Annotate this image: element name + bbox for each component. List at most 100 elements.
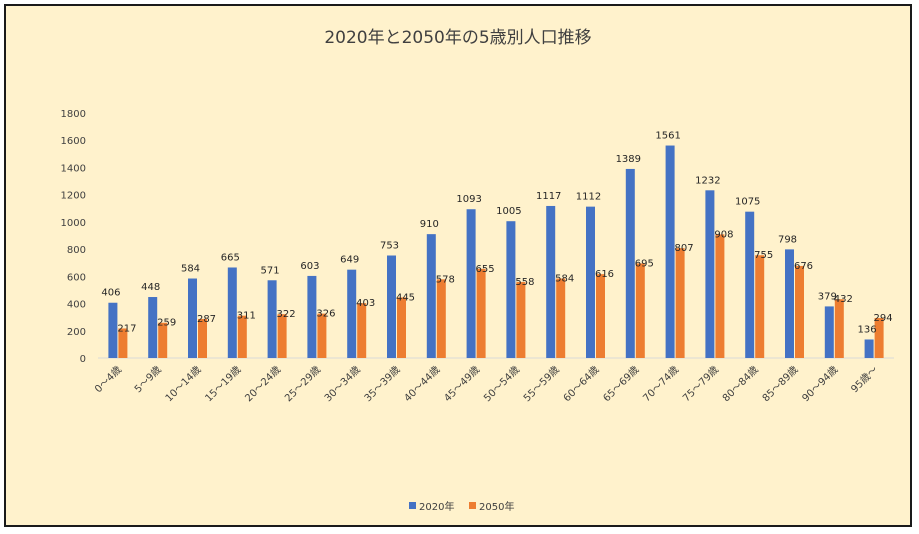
data-label: 1093 xyxy=(456,194,481,205)
legend-swatch-2020 xyxy=(409,502,416,509)
data-label: 403 xyxy=(356,298,375,309)
data-label: 753 xyxy=(380,241,399,252)
bar-2020 xyxy=(387,255,396,358)
x-tick-label: 90～94歳 xyxy=(800,364,841,405)
data-label: 695 xyxy=(635,258,654,269)
legend-label: 2020年 xyxy=(419,500,454,513)
data-label: 578 xyxy=(436,274,455,285)
data-label: 616 xyxy=(595,269,614,280)
x-tick-label: 75～79歳 xyxy=(680,364,721,405)
data-label: 910 xyxy=(420,219,439,230)
bar-2050 xyxy=(715,234,725,358)
x-tick-label: 10～14歳 xyxy=(163,364,204,405)
bar-2020 xyxy=(546,205,556,358)
y-tick-label: 400 xyxy=(67,300,86,311)
x-tick-label: 20～24歳 xyxy=(243,364,284,405)
data-label: 1117 xyxy=(536,191,561,202)
data-label: 432 xyxy=(834,294,853,305)
y-tick-label: 800 xyxy=(67,245,86,256)
x-tick-label: 5～9歳 xyxy=(132,364,164,396)
data-label: 807 xyxy=(675,243,694,254)
data-label: 584 xyxy=(181,264,200,275)
data-label: 1232 xyxy=(695,175,720,186)
bar-2050 xyxy=(755,255,765,358)
bar-2020 xyxy=(426,234,436,358)
data-label: 379 xyxy=(818,291,837,302)
bar-2020 xyxy=(586,206,595,358)
y-tick-label: 1800 xyxy=(61,109,86,120)
bar-2020 xyxy=(864,339,874,358)
data-label: 1075 xyxy=(735,197,760,208)
data-label: 558 xyxy=(515,277,534,288)
x-tick-label: 45～49歳 xyxy=(442,364,483,405)
x-tick-label: 25～29歳 xyxy=(282,364,323,405)
data-labels: 406 448 584 665 571 603 649 753 910 1093 1005 1117 1… xyxy=(101,131,892,336)
bar-2050 xyxy=(834,299,844,358)
data-label: 655 xyxy=(476,264,495,275)
data-label: 571 xyxy=(261,265,280,276)
x-tick-label: 65～69歳 xyxy=(601,364,642,405)
bar-2020 xyxy=(824,306,834,358)
bar-2020 xyxy=(625,168,635,358)
bar-2050 xyxy=(635,263,645,358)
bar-2050 xyxy=(675,248,685,358)
data-label: 1005 xyxy=(496,206,521,217)
data-label: 603 xyxy=(300,261,319,272)
data-label: 1112 xyxy=(576,192,601,203)
data-label: 1561 xyxy=(655,131,680,142)
bar-2020 xyxy=(705,190,715,358)
y-tick-label: 600 xyxy=(67,272,86,283)
data-label: 908 xyxy=(714,229,733,240)
data-label: 676 xyxy=(794,261,813,272)
bar-2050 xyxy=(476,268,486,358)
bar-2050 xyxy=(237,315,247,358)
data-label: 448 xyxy=(141,282,160,293)
data-label: 259 xyxy=(157,318,176,329)
bar-2020 xyxy=(188,278,197,358)
y-tick-label: 1400 xyxy=(61,163,86,174)
x-tick-label: 85～89歳 xyxy=(760,364,801,405)
y-tick-label: 1600 xyxy=(61,136,86,147)
bar-2050 xyxy=(596,274,605,358)
data-label: 217 xyxy=(117,323,136,334)
data-label: 584 xyxy=(555,274,574,285)
x-tick-label: 40～44歳 xyxy=(402,364,443,405)
data-label: 649 xyxy=(340,255,359,266)
y-tick-label: 1000 xyxy=(61,218,86,229)
chart-frame: 2020年と2050年の5歳別人口推移 0 200 400 600 800 1000 120… xyxy=(4,4,912,527)
bar-2050 xyxy=(317,313,327,358)
y-tick-label: 0 xyxy=(80,354,86,365)
x-axis-ticks: 0～4歳 5～9歳 10～14歳 15～19歳 20～24歳 25～29歳 30～34歳 35… xyxy=(92,364,880,405)
y-axis-ticks: 0 200 400 600 800 1000 1200 1400 1600 1800 xyxy=(61,109,86,365)
legend-label: 2050年 xyxy=(479,500,514,513)
data-label: 136 xyxy=(858,324,877,335)
bar-2020 xyxy=(227,267,237,358)
bar-2050 xyxy=(874,317,884,358)
bar-2050 xyxy=(397,297,406,358)
bar-2020 xyxy=(148,297,158,358)
bar-2020 xyxy=(347,269,357,358)
bar-2020 xyxy=(785,249,794,358)
data-label: 406 xyxy=(101,288,120,299)
x-tick-label: 30～34歳 xyxy=(322,364,363,405)
legend: 2020年 2050年 xyxy=(409,500,514,513)
bar-2050 xyxy=(357,303,367,358)
x-tick-label: 15～19歳 xyxy=(203,364,244,405)
data-label: 755 xyxy=(754,250,773,261)
data-label: 287 xyxy=(197,314,216,325)
data-label: 665 xyxy=(221,252,240,263)
x-tick-label: 60～64歳 xyxy=(561,364,602,405)
bar-2050 xyxy=(277,314,287,358)
x-tick-label: 50～54歳 xyxy=(481,364,522,405)
data-label: 445 xyxy=(396,292,415,303)
bar-2020 xyxy=(506,221,516,358)
bar-2050 xyxy=(556,278,566,358)
data-label: 322 xyxy=(277,309,296,320)
x-tick-label: 35～39歳 xyxy=(362,364,403,405)
x-tick-label: 55～59歳 xyxy=(521,364,562,405)
bar-2020 xyxy=(267,280,277,358)
data-label: 1389 xyxy=(616,154,641,165)
x-tick-label: 70～74歳 xyxy=(641,364,682,405)
data-label: 798 xyxy=(778,234,797,245)
bar-2020 xyxy=(745,211,755,358)
